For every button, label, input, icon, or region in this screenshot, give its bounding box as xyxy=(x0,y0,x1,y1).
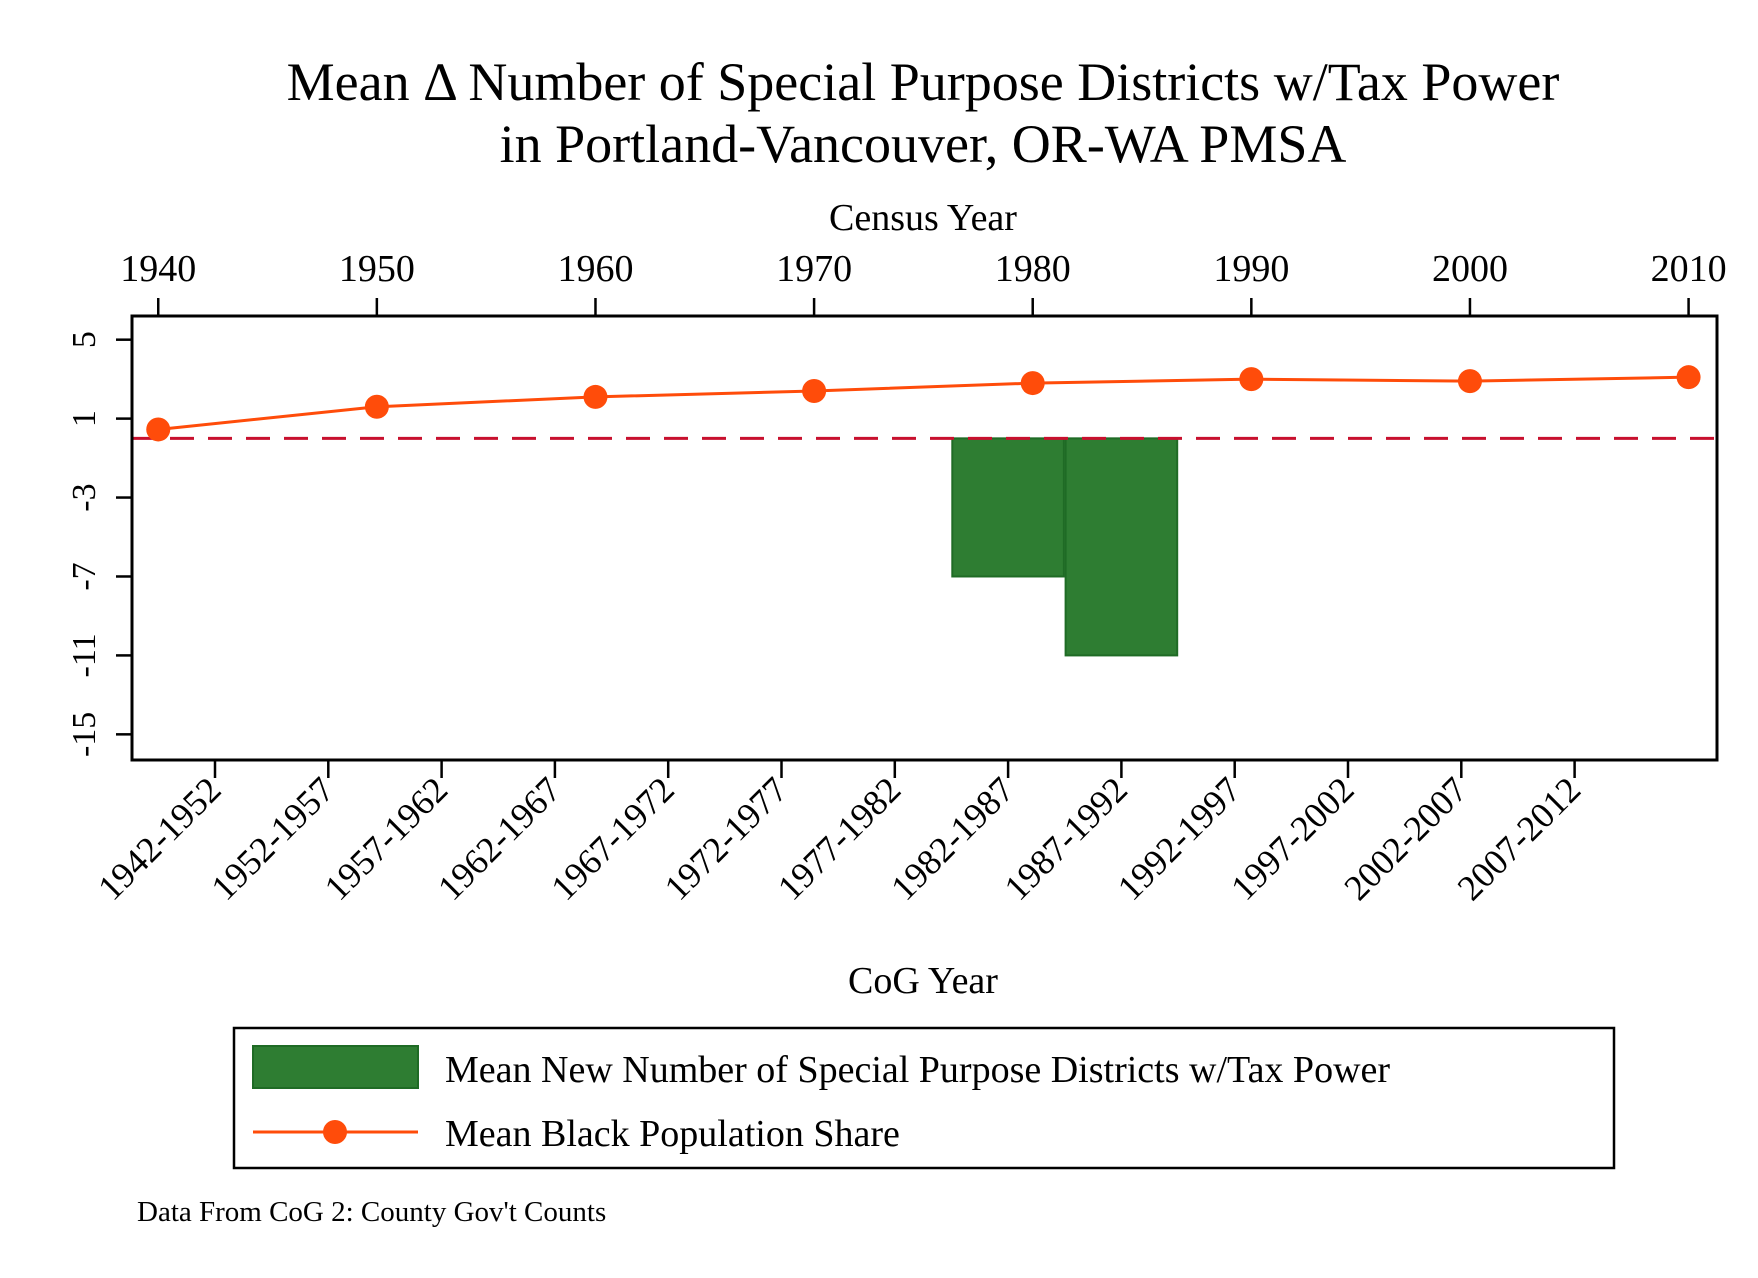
line-point xyxy=(1457,369,1482,394)
top-axis-tick-label: 1970 xyxy=(776,248,852,290)
bottom-axis-tick-label: 1962-1967 xyxy=(430,769,569,908)
top-axis-tick-label: 2000 xyxy=(1432,248,1508,290)
source-note: Data From CoG 2: County Gov't Counts xyxy=(137,1196,606,1228)
top-axis-tick-label: 2010 xyxy=(1651,248,1727,290)
y-tick-label: -15 xyxy=(66,712,103,757)
line-point xyxy=(364,394,389,419)
bottom-axis-tick-label: 1967-1972 xyxy=(543,769,682,908)
top-axis-tick-label: 1990 xyxy=(1213,248,1289,290)
chart-title-line-1: Mean Δ Number of Special Purpose Distric… xyxy=(287,52,1560,112)
y-tick-label: -11 xyxy=(66,633,103,677)
y-tick-label: -3 xyxy=(66,483,103,511)
bottom-axis-tick-label: 1957-1962 xyxy=(317,769,456,908)
bottom-axis-tick-label: 1942-1952 xyxy=(90,769,229,908)
legend: Mean New Number of Special Purpose Distr… xyxy=(232,1026,1616,1170)
top-axis-title: Census Year xyxy=(829,197,1017,239)
bottom-axis-title: CoG Year xyxy=(848,960,998,1002)
top-axis-tick-label: 1950 xyxy=(339,248,415,290)
line-series-path xyxy=(158,375,1689,431)
top-axis-tick-label: 1980 xyxy=(995,248,1071,290)
bottom-axis-tick-label: 1982-1987 xyxy=(883,769,1022,908)
chart-title-line-2: in Portland-Vancouver, OR-WA PMSA xyxy=(500,114,1347,174)
y-tick-label: 5 xyxy=(66,331,103,348)
line-point xyxy=(802,378,827,403)
legend-bar-label: Mean New Number of Special Purpose Distr… xyxy=(445,1049,1390,1091)
y-tick-label: 1 xyxy=(66,410,103,427)
bottom-axis-tick-label: 1997-2002 xyxy=(1223,769,1362,908)
top-axis: 1940 1950 1960 1970 1980 1990 2000 2010 xyxy=(120,248,1727,316)
plot-content xyxy=(132,365,1717,657)
line-point xyxy=(1020,371,1045,396)
bottom-axis-tick-label: 2007-2012 xyxy=(1450,769,1589,908)
top-axis-tick-label: 1960 xyxy=(557,248,633,290)
legend-line-marker xyxy=(323,1120,347,1144)
plot-frame xyxy=(130,314,1719,762)
bottom-axis-tick-label: 2002-2007 xyxy=(1336,769,1475,908)
bottom-axis-tick-label: 1992-1997 xyxy=(1110,769,1249,908)
legend-bar-swatch xyxy=(252,1045,419,1089)
bottom-axis-tick-label: 1972-1977 xyxy=(657,769,796,908)
bar xyxy=(951,437,1065,578)
bottom-axis-tick-label: 1952-1957 xyxy=(203,769,342,908)
line-point xyxy=(1676,365,1701,390)
legend-line-label: Mean Black Population Share xyxy=(445,1113,900,1155)
line-point xyxy=(583,384,608,409)
bottom-axis: 1942-19521952-19571957-19621962-19671967… xyxy=(90,760,1588,908)
line-point xyxy=(1239,367,1264,392)
bottom-axis-tick-label: 1987-1992 xyxy=(996,769,1135,908)
top-axis-tick-label: 1940 xyxy=(120,248,196,290)
line-point xyxy=(146,417,171,442)
bar xyxy=(1064,437,1179,657)
bottom-axis-tick-label: 1977-1982 xyxy=(770,769,909,908)
y-tick-label: -7 xyxy=(66,562,103,590)
legend-frame xyxy=(232,1026,1616,1170)
y-axis: 5 1 -3 -7 -11 -15 xyxy=(66,331,132,757)
